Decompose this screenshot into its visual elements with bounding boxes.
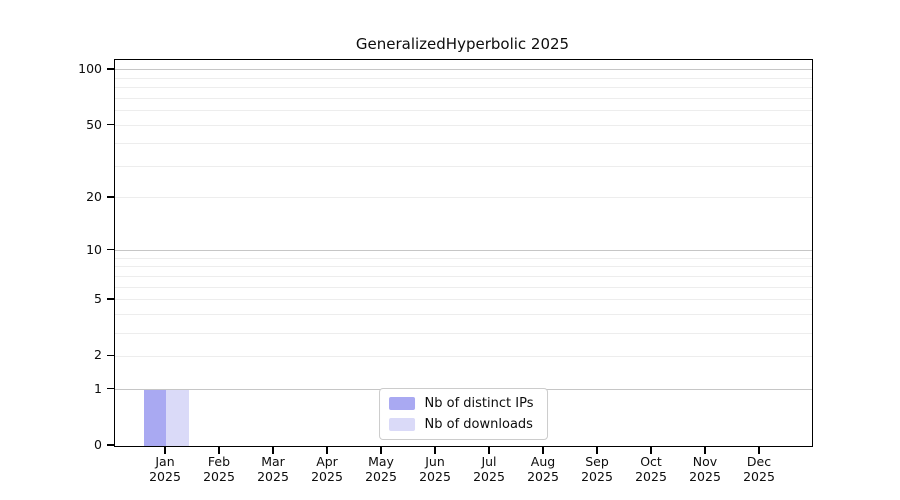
x-tick-label-jan: Jan 2025 (149, 454, 181, 484)
x-tick-apr (326, 446, 328, 454)
gridline-y-30 (115, 165, 812, 167)
gridline-y-100 (115, 69, 812, 71)
x-tick-label-sep: Sep 2025 (581, 454, 613, 484)
x-tick-label-jul: Jul 2025 (473, 454, 505, 484)
y-tick-label-0: 0 (94, 437, 102, 452)
x-tick-label-apr: Apr 2025 (311, 454, 343, 484)
gridline-y-80 (115, 87, 812, 89)
gridline-y-9 (115, 257, 812, 259)
gridline-y-5 (115, 299, 812, 301)
x-tick-oct (650, 446, 652, 454)
y-tick-1 (107, 387, 114, 390)
legend-label-distinct-ips: Nb of distinct IPs (424, 396, 534, 411)
legend: Nb of distinct IPs Nb of downloads (378, 388, 549, 440)
x-tick-label-dec: Dec 2025 (743, 454, 775, 484)
legend-label-downloads: Nb of downloads (424, 417, 533, 432)
y-tick-2 (107, 354, 114, 357)
gridline-y-8 (115, 266, 812, 268)
y-tick-20 (107, 196, 114, 198)
x-tick-jun (434, 446, 436, 454)
gridline-y-70 (115, 98, 812, 100)
x-tick-dec (758, 446, 760, 454)
bar-nb-of-downloads-jan (166, 389, 189, 446)
gridline-y-6 (115, 286, 812, 288)
x-tick-label-nov: Nov 2025 (689, 454, 721, 484)
x-tick-nov (704, 446, 706, 454)
gridline-y-40 (115, 142, 812, 144)
y-tick-label-10: 10 (86, 241, 102, 257)
gridline-y-20 (115, 197, 812, 199)
y-tick-label-1: 1 (94, 380, 102, 396)
x-tick-aug (542, 446, 544, 454)
x-tick-label-jun: Jun 2025 (419, 454, 451, 484)
y-tick-label-20: 20 (86, 188, 102, 204)
gridline-y-3 (115, 332, 812, 334)
x-tick-label-aug: Aug 2025 (527, 454, 559, 484)
x-tick-feb (218, 446, 220, 454)
gridline-y-90 (115, 77, 812, 79)
y-tick-50 (107, 123, 114, 126)
x-tick-label-feb: Feb 2025 (203, 454, 235, 484)
plot-area: Nb of distinct IPs Nb of downloads (114, 59, 813, 447)
y-tick-100 (107, 68, 114, 70)
bar-nb-of-distinct-ips-jan (143, 389, 166, 446)
x-tick-label-oct: Oct 2025 (635, 454, 667, 484)
y-tick-0 (107, 444, 114, 446)
x-tick-sep (596, 446, 598, 454)
x-tick-label-may: May 2025 (365, 454, 397, 484)
y-tick-10 (107, 248, 114, 251)
legend-entry-distinct-ips: Nb of distinct IPs (388, 394, 534, 413)
y-tick-label-50: 50 (86, 116, 102, 132)
gridline-y-60 (115, 110, 812, 112)
legend-swatch-downloads (388, 418, 415, 431)
chart-title: GeneralizedHyperbolic 2025 (355, 35, 570, 53)
x-tick-jul (488, 446, 490, 454)
y-tick-label-5: 5 (94, 290, 102, 306)
gridline-y-4 (115, 314, 812, 316)
legend-entry-downloads: Nb of downloads (388, 415, 534, 434)
y-tick-5 (107, 298, 114, 300)
gridline-y-7 (115, 276, 812, 278)
legend-swatch-distinct-ips (388, 397, 415, 410)
gridline-y-2 (115, 355, 812, 357)
gridline-y-10 (115, 250, 812, 252)
y-tick-label-100: 100 (78, 60, 102, 76)
y-tick-label-2: 2 (94, 347, 102, 363)
x-tick-label-mar: Mar 2025 (257, 454, 289, 484)
x-tick-jan (164, 446, 166, 454)
gridline-y-50 (115, 125, 812, 127)
x-tick-mar (272, 446, 274, 454)
x-tick-may (380, 446, 382, 454)
